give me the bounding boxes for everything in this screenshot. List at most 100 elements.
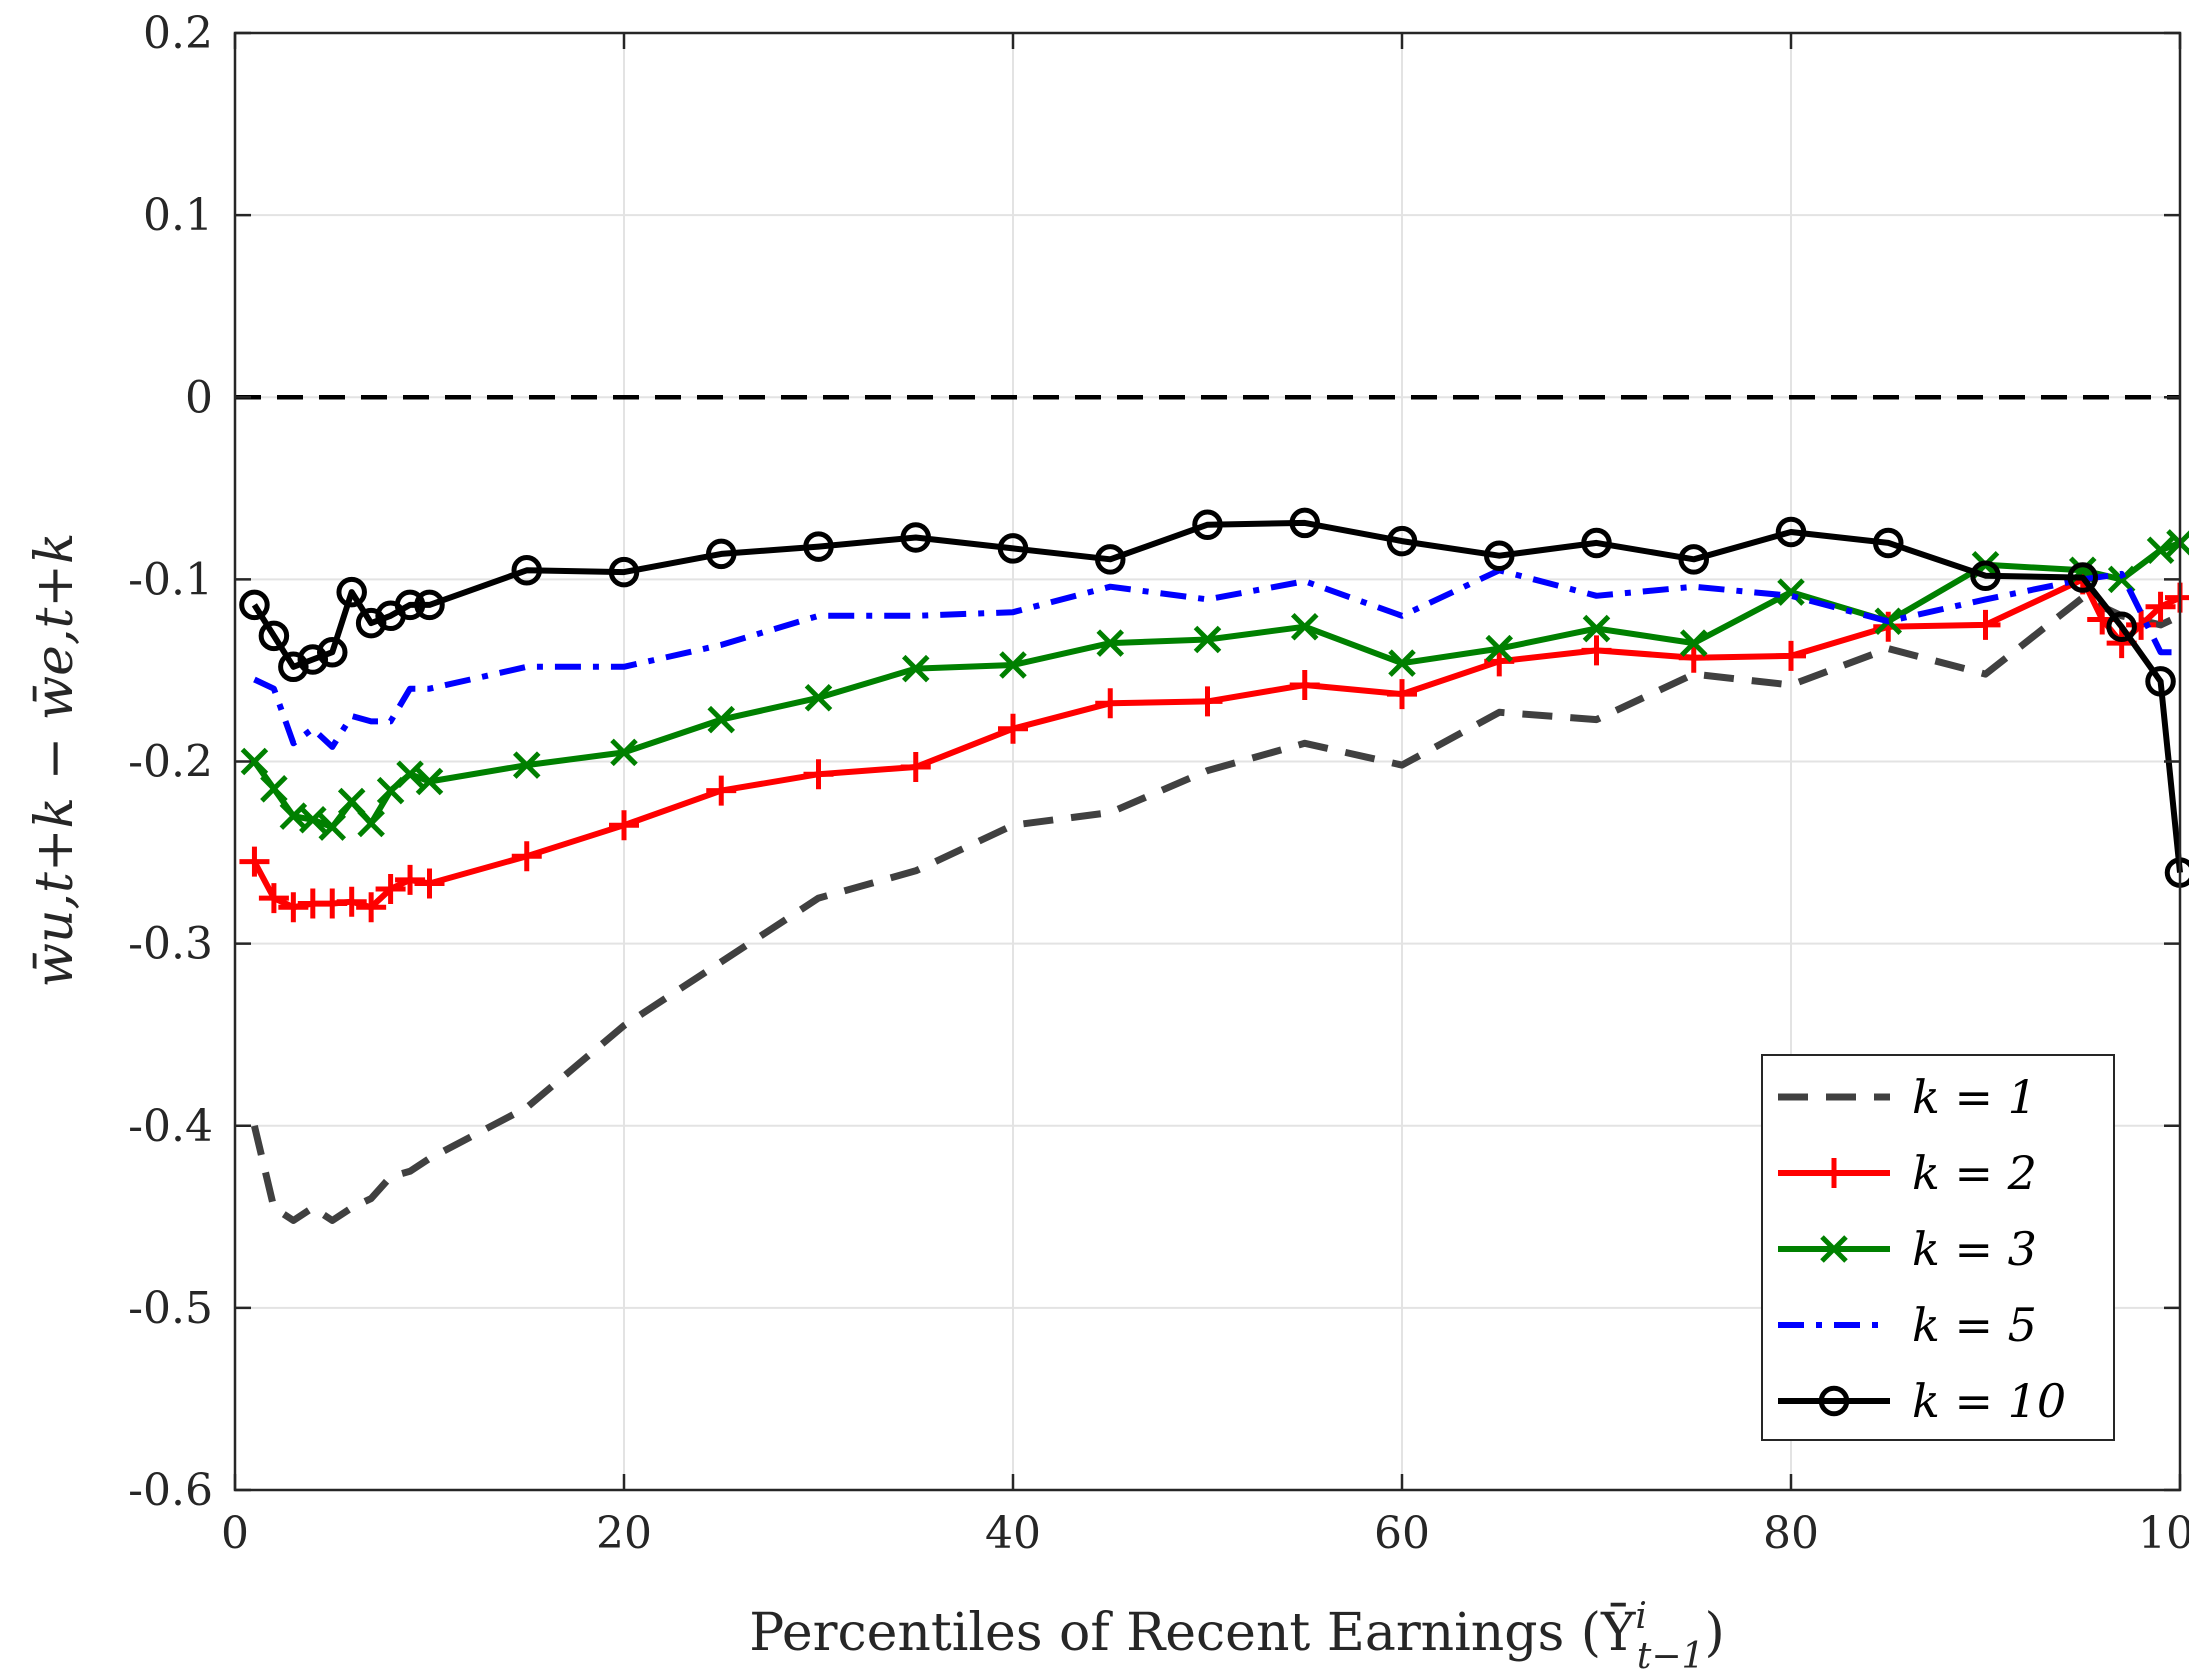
- data-point: [1193, 625, 1222, 654]
- data-point: [356, 892, 387, 923]
- y-tick-label: 0.2: [143, 8, 213, 59]
- data-point: [1873, 611, 1904, 642]
- ticks: [233, 31, 2182, 1492]
- y-tick-label: -0.4: [128, 1101, 213, 1152]
- data-point: [1582, 614, 1611, 643]
- data-point: [239, 589, 270, 621]
- series-3: [253, 567, 2180, 750]
- x-tick-label: 40: [985, 1508, 1041, 1559]
- data-point: [1777, 578, 1805, 606]
- y-tick-label: -0.1: [128, 554, 213, 605]
- data-point: [395, 864, 426, 895]
- legend-item: k = 1: [1778, 1070, 2037, 1124]
- legend-label: k = 2: [1912, 1146, 2037, 1200]
- series-layer: [239, 507, 2189, 1224]
- data-point: [900, 522, 931, 553]
- data-point: [608, 556, 640, 588]
- data-point: [1095, 688, 1126, 719]
- data-point: [297, 644, 329, 675]
- y-tick-label: 0: [185, 372, 213, 423]
- x-tick-label: 100: [2138, 1508, 2189, 1559]
- data-point: [1096, 629, 1125, 657]
- data-point: [901, 654, 930, 683]
- legend-label: k = 3: [1912, 1222, 2037, 1276]
- data-point: [415, 767, 444, 796]
- x-tick-label: 20: [596, 1508, 652, 1559]
- data-point: [318, 813, 347, 841]
- data-point: [260, 775, 288, 803]
- data-point: [512, 751, 541, 779]
- data-point: [1388, 649, 1416, 677]
- data-point: [1192, 509, 1223, 540]
- data-point: [2067, 562, 2098, 593]
- x-axis-title: Percentiles of Recent Earnings (Ȳi t−1): [749, 1596, 1725, 1677]
- data-point: [609, 810, 639, 841]
- data-point: [804, 683, 833, 712]
- data-point: [1873, 527, 1904, 559]
- data-point: [1678, 544, 1709, 575]
- data-point: [998, 713, 1028, 744]
- data-point: [355, 607, 387, 639]
- data-point: [1289, 507, 1320, 539]
- legend: k = 1 k = 2 k = 3 k = 5 k = 10: [1761, 1054, 2115, 1441]
- legend-label: k = 1: [1912, 1070, 2037, 1124]
- data-point: [2145, 591, 2176, 622]
- data-point: [258, 620, 290, 652]
- y-tick-label: -0.5: [128, 1283, 213, 1334]
- data-point: [803, 531, 834, 562]
- data-point: [1192, 686, 1223, 717]
- y-tick-label: 0.1: [143, 190, 213, 241]
- data-point: [239, 846, 270, 877]
- series-1: [239, 564, 2189, 923]
- y-axis-title: w̄u,t+k − w̄e,t+k: [25, 533, 85, 988]
- data-point: [1970, 560, 2001, 591]
- data-point: [1970, 609, 2001, 640]
- data-point: [336, 886, 367, 917]
- data-point: [1095, 544, 1126, 575]
- data-point: [1289, 670, 1320, 701]
- data-point: [1581, 527, 1612, 559]
- data-point: [1386, 525, 1418, 557]
- y-tick-label: -0.6: [128, 1465, 213, 1516]
- data-point: [1484, 540, 1515, 571]
- data-point: [1387, 679, 1417, 710]
- data-point: [278, 651, 309, 683]
- legend-marker: [1818, 1385, 1850, 1417]
- data-point: [1581, 635, 1612, 666]
- data-point: [2145, 666, 2176, 697]
- y-tick-label: -0.2: [128, 737, 213, 788]
- legend-label: k = 10: [1912, 1374, 2066, 1428]
- data-point: [278, 892, 309, 923]
- data-point: [337, 787, 366, 816]
- legend-item: k = 10: [1778, 1374, 2066, 1428]
- x-tick-label: 60: [1374, 1508, 1430, 1559]
- data-point: [1679, 629, 1708, 657]
- data-point: [1775, 516, 1807, 548]
- data-point: [299, 806, 327, 834]
- legend-item: k = 2: [1778, 1146, 2037, 1200]
- data-point: [240, 747, 269, 776]
- legend-item: k = 3: [1778, 1222, 2037, 1276]
- data-point: [2107, 565, 2136, 594]
- tick-labels: 0 20 40 60 80 100 0.2 0.1 0 -0.1 -0.2 -0.3 -0.4 -0.5 -…: [128, 8, 2189, 1559]
- data-point: [375, 873, 406, 904]
- y-tick-label: -0.3: [128, 919, 213, 970]
- series-0: [250, 594, 2182, 1224]
- data-point: [803, 759, 834, 790]
- data-point: [1678, 642, 1709, 673]
- series-4: [239, 507, 2189, 888]
- data-point: [336, 576, 367, 608]
- data-point: [2146, 536, 2175, 565]
- data-point: [1290, 612, 1319, 641]
- data-point: [396, 760, 424, 789]
- data-point: [900, 751, 931, 782]
- data-point: [414, 868, 445, 899]
- data-point: [1485, 634, 1514, 663]
- x-tick-label: 80: [1763, 1508, 1819, 1559]
- data-point: [707, 705, 736, 734]
- legend-item: k = 5: [1778, 1298, 2037, 1352]
- data-point: [511, 555, 542, 586]
- data-point: [706, 775, 737, 806]
- data-point: [706, 538, 737, 570]
